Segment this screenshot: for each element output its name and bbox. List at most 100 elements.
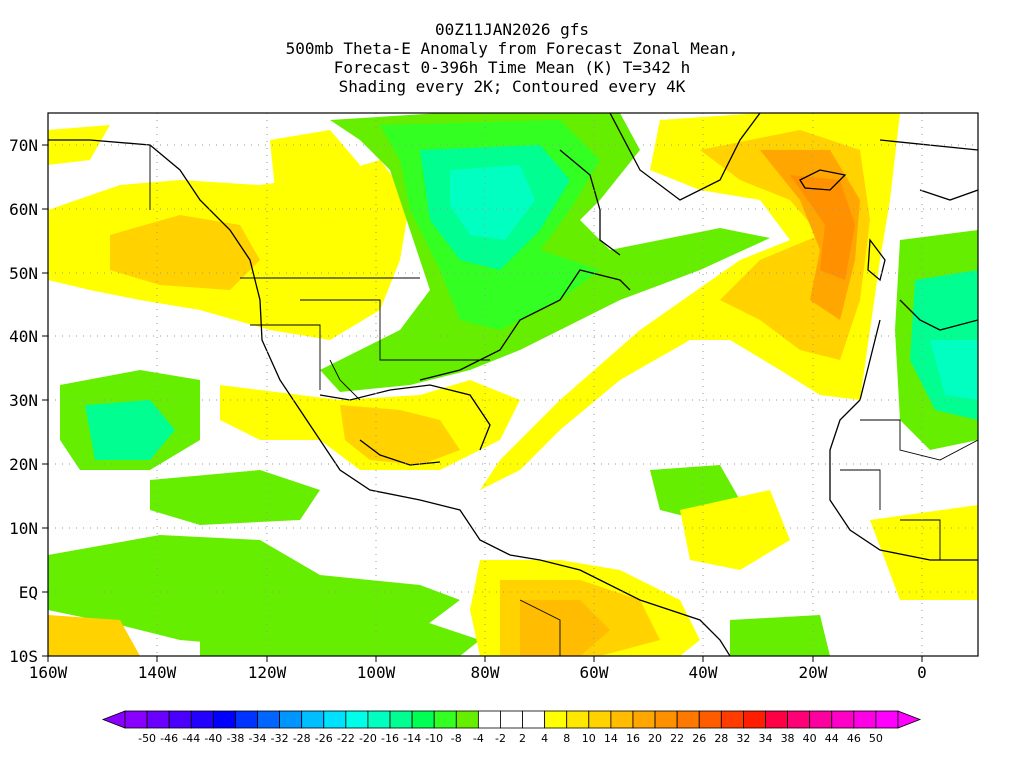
colorbar-tick-label: -50 xyxy=(138,732,156,745)
colorbar-swatch xyxy=(301,710,325,729)
colorbar-swatch xyxy=(787,710,811,729)
colorbar-tick-label: -46 xyxy=(160,732,178,745)
colorbar-swatch xyxy=(345,710,369,729)
colorbar-tick-label: -22 xyxy=(337,732,355,745)
colorbar-tick-label: 22 xyxy=(670,732,684,745)
colorbar-swatch xyxy=(743,710,766,729)
colorbar-tick-label: -34 xyxy=(249,732,267,745)
plot-frame xyxy=(47,112,979,657)
colorbar-swatch xyxy=(610,710,634,729)
lon-label: 40W xyxy=(689,663,718,682)
lat-label: 10N xyxy=(9,519,38,538)
colorbar-swatch xyxy=(654,710,678,729)
lon-label: 20W xyxy=(799,663,828,682)
map-title: 00Z11JAN2026 gfs 500mb Theta-E Anomaly f… xyxy=(0,20,1024,96)
colorbar-tick-label: 10 xyxy=(582,732,596,745)
lat-axis: 70N 60N 50N 40N 30N 20N 10N EQ 10S xyxy=(9,136,38,666)
colorbar-swatch xyxy=(522,710,546,729)
title-line-shading: Shading every 2K; Contoured every 4K xyxy=(338,77,686,96)
colorbar-arrow-low xyxy=(101,710,126,729)
colorbar-tick-label: -26 xyxy=(315,732,333,745)
lat-label: 40N xyxy=(9,327,38,346)
colorbar-swatch xyxy=(389,710,413,729)
lon-axis: 160W 140W 120W 100W 80W 60W 40W 20W 0 xyxy=(29,663,927,682)
title-line-field: 500mb Theta-E Anomaly from Forecast Zona… xyxy=(285,39,739,58)
lon-label: 120W xyxy=(248,663,287,682)
colorbar-swatch xyxy=(500,710,523,729)
colorbar-swatch xyxy=(433,710,457,729)
colorbar-swatch xyxy=(235,710,258,729)
colorbar-tick-label: -32 xyxy=(271,732,289,745)
colorbar-tick-label: 34 xyxy=(758,732,772,745)
colorbar-swatch xyxy=(544,710,568,729)
colorbar-swatch xyxy=(566,710,590,729)
lon-label: 80W xyxy=(471,663,500,682)
colorbar-tick-label: -38 xyxy=(226,732,244,745)
colorbar-tick-label: 50 xyxy=(869,732,883,745)
colorbar-swatch xyxy=(765,710,788,729)
title-line-run: 00Z11JAN2026 gfs xyxy=(434,20,590,39)
colorbar-tick-label: 14 xyxy=(604,732,618,745)
colorbar-tick-label: -14 xyxy=(403,732,421,745)
gridlines xyxy=(48,113,978,656)
shading-layer xyxy=(48,113,978,656)
colorbar-tick-label: -20 xyxy=(359,732,377,745)
lat-label: 10S xyxy=(9,647,38,666)
coastlines xyxy=(48,113,978,656)
tick-marks xyxy=(42,144,923,662)
colorbar-tick-label: 38 xyxy=(781,732,795,745)
colorbar-tick-label: 26 xyxy=(692,732,706,745)
lat-label: EQ xyxy=(19,583,38,602)
lat-label: 70N xyxy=(9,136,38,155)
lat-label: 30N xyxy=(9,391,38,410)
lat-label: 60N xyxy=(9,200,38,219)
colorbar-tick-label: 8 xyxy=(563,732,570,745)
colorbar-swatch xyxy=(257,710,280,729)
colorbar-tick-label: 44 xyxy=(825,732,839,745)
lon-label: 0 xyxy=(917,663,927,682)
colorbar-tick-label: 28 xyxy=(714,732,728,745)
colorbar-swatch xyxy=(168,710,192,729)
colorbar-swatch xyxy=(853,710,877,729)
colorbar-swatch xyxy=(367,710,391,729)
colorbar-tick-label: 4 xyxy=(541,732,548,745)
colorbar-swatch xyxy=(809,710,833,729)
colorbar-swatch xyxy=(212,710,236,729)
colorbar-tick-label: -44 xyxy=(182,732,200,745)
colorbar-tick-label: -28 xyxy=(293,732,311,745)
lon-label: 140W xyxy=(138,663,177,682)
colorbar-tick-label: -16 xyxy=(381,732,399,745)
title-line-forecast: Forecast 0-396h Time Mean (K) T=342 h xyxy=(333,58,691,77)
lat-label: 50N xyxy=(9,264,38,283)
colorbar-tick-label: -4 xyxy=(473,732,484,745)
colorbar-swatch xyxy=(455,710,479,729)
colorbar-tick-label: 40 xyxy=(803,732,817,745)
colorbar-swatch xyxy=(323,710,347,729)
colorbar-swatch xyxy=(720,710,744,729)
colorbar-swatch xyxy=(831,710,855,729)
colorbar-tick-label: 16 xyxy=(626,732,640,745)
colorbar-swatch xyxy=(279,710,303,729)
colorbar-swatch xyxy=(146,710,170,729)
colorbar-tick-label: 20 xyxy=(648,732,662,745)
lon-label: 160W xyxy=(29,663,68,682)
colorbar-swatch xyxy=(875,710,899,729)
colorbar-tick-label: 32 xyxy=(736,732,750,745)
colorbar-tick-label: -2 xyxy=(495,732,506,745)
colorbar-tick-label: 46 xyxy=(847,732,861,745)
colorbar-swatch xyxy=(477,710,501,729)
lon-label: 100W xyxy=(357,663,396,682)
colorbar-tick-label: -8 xyxy=(451,732,462,745)
colorbar-tick-label: -10 xyxy=(425,732,443,745)
lon-label: 60W xyxy=(580,663,609,682)
colorbar: -50 -46 -44 -40 -38 -34 -32 -28 -26 -22 -20 -16 -14-… xyxy=(101,710,922,745)
colorbar-swatch xyxy=(676,710,700,729)
colorbar-swatch xyxy=(588,710,612,729)
colorbar-swatch xyxy=(698,710,722,729)
borders xyxy=(149,145,978,656)
colorbar-swatch xyxy=(411,710,435,729)
colorbar-arrow-high xyxy=(897,710,922,729)
colorbar-swatch xyxy=(190,710,214,729)
colorbar-swatch xyxy=(124,710,148,729)
